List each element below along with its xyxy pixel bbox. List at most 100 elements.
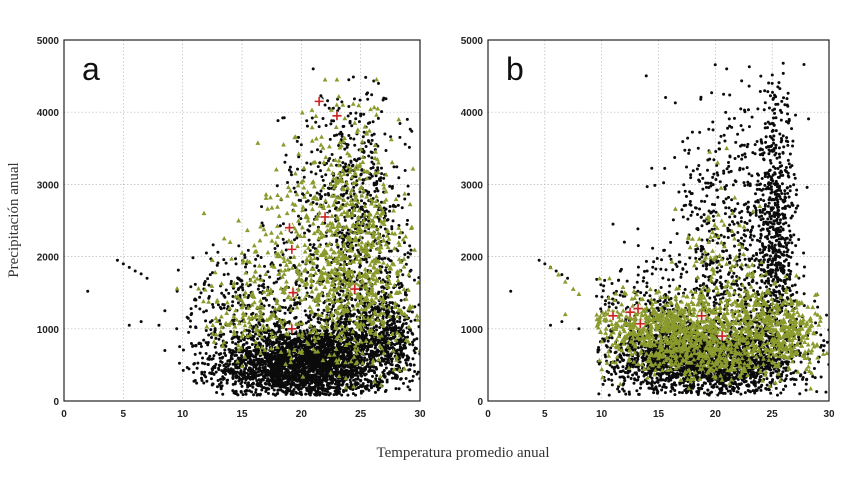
data-point — [199, 291, 203, 295]
data-point — [391, 219, 395, 223]
data-point — [298, 302, 302, 306]
data-point — [279, 388, 283, 392]
data-point — [398, 135, 402, 139]
data-point — [286, 181, 290, 185]
data-point — [214, 370, 218, 374]
data-point — [319, 169, 323, 173]
data-point — [353, 373, 357, 377]
data-point — [278, 382, 282, 386]
data-point — [231, 318, 235, 322]
data-point — [346, 173, 350, 177]
data-point — [296, 369, 300, 373]
data-point — [367, 369, 371, 373]
data-point — [368, 121, 372, 125]
data-point — [399, 337, 403, 341]
data-point — [254, 390, 258, 394]
data-point — [310, 150, 314, 154]
data-point — [311, 253, 315, 257]
data-point — [243, 255, 247, 259]
data-point — [127, 265, 131, 269]
data-point — [217, 368, 221, 372]
data-point — [391, 371, 395, 375]
data-point — [314, 377, 318, 381]
data-point — [315, 202, 319, 206]
data-point — [260, 302, 264, 306]
data-point — [299, 387, 303, 391]
data-point — [328, 137, 332, 141]
data-point — [211, 382, 215, 386]
data-point — [348, 119, 352, 123]
data-point — [382, 176, 386, 180]
data-point — [329, 338, 333, 342]
data-point — [343, 147, 347, 151]
data-point — [243, 265, 247, 269]
data-point — [391, 319, 395, 323]
data-point — [221, 392, 225, 396]
data-point — [406, 255, 410, 259]
data-point — [253, 264, 257, 268]
data-point — [365, 209, 369, 213]
data-point — [229, 330, 233, 334]
data-point — [340, 132, 344, 136]
data-point — [285, 346, 289, 350]
data-point — [250, 362, 254, 366]
data-point — [256, 337, 260, 341]
data-point — [403, 293, 407, 297]
data-point — [388, 184, 392, 188]
data-point — [210, 367, 214, 371]
data-point — [332, 119, 336, 123]
data-point — [344, 191, 348, 195]
data-point — [201, 361, 205, 365]
data-point — [374, 324, 378, 328]
data-point — [268, 275, 272, 279]
data-point — [265, 340, 269, 344]
data-point — [370, 160, 374, 164]
data-point — [306, 270, 310, 274]
data-point — [401, 273, 405, 277]
data-point — [259, 256, 263, 260]
data-point — [255, 379, 259, 383]
data-point — [316, 308, 320, 312]
data-point — [297, 214, 301, 218]
data-point — [195, 381, 199, 385]
data-point — [249, 337, 253, 341]
data-point — [354, 333, 358, 337]
data-point — [348, 353, 352, 357]
data-point — [397, 326, 401, 330]
data-point — [281, 222, 285, 226]
data-point — [192, 379, 196, 383]
data-point — [343, 365, 347, 369]
data-point — [318, 161, 322, 165]
data-point — [272, 356, 276, 360]
data-point — [341, 353, 345, 357]
data-point — [252, 393, 256, 397]
data-point — [359, 372, 363, 376]
data-point — [236, 301, 240, 305]
data-point — [258, 393, 262, 397]
data-point — [236, 340, 240, 344]
data-point — [406, 218, 410, 222]
data-point — [215, 391, 219, 395]
data-point — [292, 366, 296, 370]
data-point — [303, 383, 307, 387]
data-point — [320, 387, 324, 391]
data-point — [115, 258, 119, 262]
data-point — [385, 343, 389, 347]
data-point — [350, 304, 354, 308]
data-point — [228, 350, 232, 354]
data-point — [233, 382, 237, 386]
data-point — [190, 312, 194, 316]
data-point — [258, 362, 262, 366]
data-point — [188, 319, 192, 323]
data-point — [317, 125, 321, 129]
data-point — [411, 340, 415, 344]
data-point — [370, 374, 374, 378]
data-point — [254, 257, 258, 261]
data-point — [225, 379, 229, 383]
data-point — [380, 110, 384, 114]
data-point — [304, 321, 308, 325]
data-point — [224, 354, 228, 358]
data-point — [373, 390, 377, 394]
data-point — [304, 354, 308, 358]
data-point — [398, 347, 402, 351]
